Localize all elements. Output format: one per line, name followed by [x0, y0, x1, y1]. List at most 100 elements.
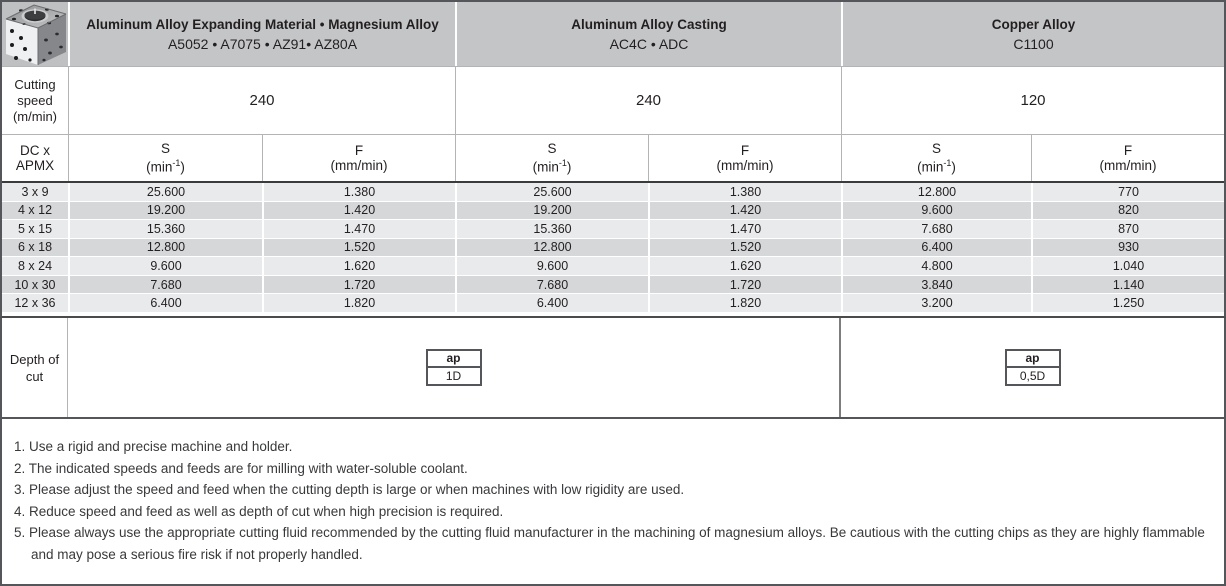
material-group-grades: C1100 — [1013, 35, 1054, 52]
table-row: 3 x 9 25.600 1.380 25.600 1.380 12.800 770 — [2, 183, 1224, 201]
dc-apmx-cell: 3 x 9 — [21, 184, 49, 199]
cutting-speed-value: 120 — [841, 67, 1224, 134]
depth-zone-copper: ap 0,5D — [841, 318, 1224, 417]
dc-apmx-cell: 4 x 12 — [17, 203, 53, 218]
cutting-conditions-table: Aluminum Alloy Expanding Material • Magn… — [0, 0, 1226, 318]
table-row: 5 x 15 15.360 1.470 15.360 1.470 7.680 870 — [2, 220, 1224, 238]
data-rows: 3 x 9 25.600 1.380 25.600 1.380 12.800 770 4 x … — [2, 181, 1224, 312]
dc-apmx-header: DC x APMX — [15, 143, 55, 173]
value-cell: 6.400 — [455, 294, 648, 312]
value-cell: 1.380 — [648, 183, 841, 201]
value-cell: 9.600 — [455, 257, 648, 275]
cutting-speed-row: Cutting speed (m/min) 240 240 120 — [2, 66, 1224, 134]
depth-of-cut-section: Depth of cut ap 1D ap 0,5D — [0, 318, 1226, 419]
ap-depth-box: ap 1D — [425, 349, 482, 386]
value-cell: 19.200 — [68, 201, 262, 220]
cutting-speed-value: 240 — [455, 67, 841, 134]
material-group-title: Aluminum Alloy Expanding Material • Magn… — [86, 16, 439, 32]
notes-section: 1. Use a rigid and precise machine and h… — [0, 419, 1226, 586]
ap-depth-value: 0,5D — [1019, 369, 1046, 383]
column-header-row: DC x APMX S (min-1) F (mm/min) S (min-1)… — [2, 134, 1224, 181]
value-cell: 7.680 — [455, 275, 648, 294]
value-cell: 25.600 — [68, 183, 262, 201]
feed-column-header: F (mm/min) — [262, 135, 455, 181]
value-cell: 6.400 — [68, 294, 262, 312]
value-cell: 9.600 — [68, 257, 262, 275]
value-cell: 1.470 — [262, 220, 455, 238]
ap-param-label: ap — [427, 351, 480, 368]
note-item: 4. Reduce speed and feed as well as dept… — [14, 503, 504, 519]
dc-apmx-cell: 10 x 30 — [14, 277, 56, 292]
value-cell: 7.680 — [68, 275, 262, 294]
note-item: 1. Use a rigid and precise machine and h… — [14, 439, 293, 454]
note-item: 5. Please always use the appropriate cut… — [14, 525, 1205, 562]
value-cell: 6.400 — [841, 238, 1031, 257]
value-cell: 7.680 — [841, 220, 1031, 238]
value-cell: 1.250 — [1031, 294, 1224, 312]
material-group-grades: A5052 • A7075 • AZ91• AZ80A — [167, 35, 358, 52]
material-group-aluminum-expanding: Aluminum Alloy Expanding Material • Magn… — [68, 2, 455, 66]
material-group-copper: Copper Alloy C1100 — [841, 2, 1224, 66]
value-cell: 1.720 — [262, 275, 455, 294]
value-cell: 820 — [1031, 201, 1224, 220]
depth-zone-aluminum: ap 1D — [68, 318, 841, 417]
feed-column-header: F (mm/min) — [1031, 135, 1224, 181]
material-header-row: Aluminum Alloy Expanding Material • Magn… — [2, 2, 1224, 66]
dc-apmx-cell: 8 x 24 — [17, 259, 53, 274]
cutting-speed-label: Cutting speed (m/min) — [12, 76, 58, 124]
value-cell: 12.800 — [841, 183, 1031, 201]
cutting-speed-value: 240 — [68, 67, 455, 134]
machined-block-image — [2, 2, 68, 66]
value-cell: 1.620 — [262, 257, 455, 275]
value-cell: 9.600 — [841, 201, 1031, 220]
material-group-title: Aluminum Alloy Casting — [571, 16, 727, 32]
value-cell: 12.800 — [68, 238, 262, 257]
feed-column-header: F (mm/min) — [648, 135, 841, 181]
ap-param-label: ap — [1006, 351, 1059, 368]
material-group-grades: AC4C • ADC — [609, 35, 689, 52]
value-cell: 870 — [1031, 220, 1224, 238]
note-item: 2. The indicated speeds and feeds are fo… — [14, 460, 468, 476]
table-row: 10 x 30 7.680 1.720 7.680 1.720 3.840 1.140 — [2, 275, 1224, 294]
value-cell: 1.520 — [648, 238, 841, 257]
dc-apmx-cell: 5 x 15 — [17, 221, 53, 236]
value-cell: 15.360 — [68, 220, 262, 238]
depth-of-cut-label: Depth of cut — [2, 318, 68, 417]
value-cell: 15.360 — [455, 220, 648, 238]
value-cell: 770 — [1031, 183, 1224, 201]
value-cell: 1.720 — [648, 275, 841, 294]
value-cell: 4.800 — [841, 257, 1031, 275]
note-item: 3. Please adjust the speed and feed when… — [14, 482, 685, 497]
value-cell: 3.840 — [841, 275, 1031, 294]
value-cell: 3.200 — [841, 294, 1031, 312]
value-cell: 930 — [1031, 238, 1224, 257]
material-group-aluminum-casting: Aluminum Alloy Casting AC4C • ADC — [455, 2, 841, 66]
value-cell: 1.380 — [262, 183, 455, 201]
value-cell: 1.140 — [1031, 275, 1224, 294]
speed-column-header: S (min-1) — [68, 135, 262, 181]
dc-apmx-cell: 6 x 18 — [17, 240, 53, 255]
value-cell: 1.470 — [648, 220, 841, 238]
dc-apmx-cell: 12 x 36 — [14, 296, 56, 311]
value-cell: 1.820 — [262, 294, 455, 312]
value-cell: 1.820 — [648, 294, 841, 312]
table-row: 12 x 36 6.400 1.820 6.400 1.820 3.200 1.250 — [2, 294, 1224, 312]
value-cell: 12.800 — [455, 238, 648, 257]
speed-column-header: S (min-1) — [841, 135, 1031, 181]
value-cell: 1.040 — [1031, 257, 1224, 275]
ap-depth-box: ap 0,5D — [1004, 349, 1061, 386]
table-row: 4 x 12 19.200 1.420 19.200 1.420 9.600 820 — [2, 201, 1224, 220]
value-cell: 1.520 — [262, 238, 455, 257]
value-cell: 1.420 — [262, 201, 455, 220]
value-cell: 1.420 — [648, 201, 841, 220]
table-row: 6 x 18 12.800 1.520 12.800 1.520 6.400 930 — [2, 238, 1224, 257]
material-group-title: Copper Alloy — [991, 16, 1076, 32]
speed-column-header: S (min-1) — [455, 135, 648, 181]
workpiece-image-cell — [2, 2, 68, 66]
ap-depth-value: 1D — [445, 369, 462, 383]
value-cell: 25.600 — [455, 183, 648, 201]
value-cell: 19.200 — [455, 201, 648, 220]
value-cell: 1.620 — [648, 257, 841, 275]
table-row: 8 x 24 9.600 1.620 9.600 1.620 4.800 1.040 — [2, 257, 1224, 275]
